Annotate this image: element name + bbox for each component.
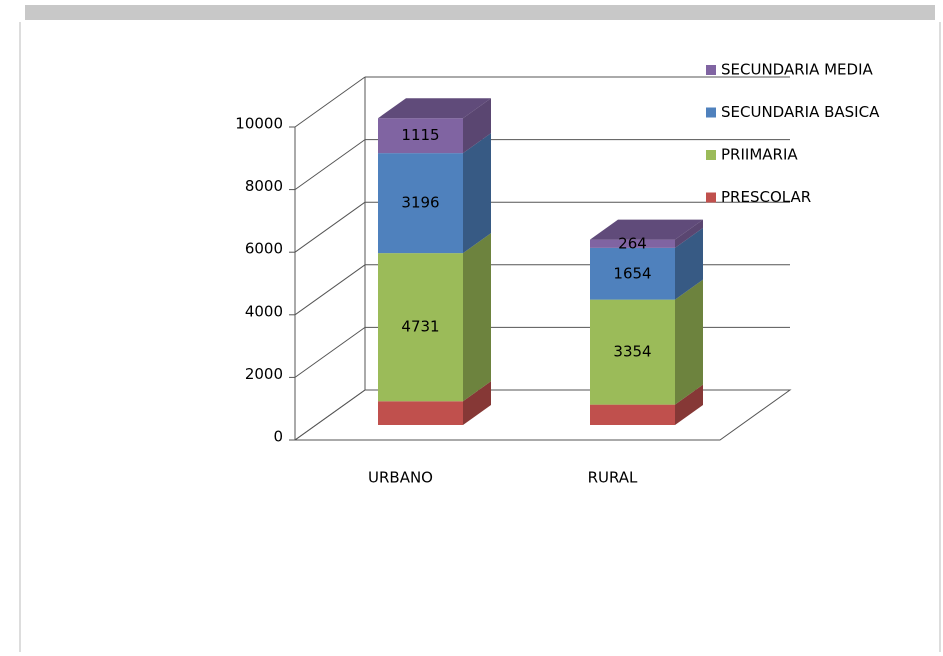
grid-line — [294, 326, 366, 378]
value-label: 4731 — [401, 318, 439, 336]
bar-front — [590, 404, 675, 425]
y-tick-label: 4000 — [245, 302, 283, 320]
bar-side — [463, 133, 491, 254]
bar-top — [378, 98, 491, 119]
y-tick-label: 2000 — [245, 365, 283, 383]
legend-swatch — [706, 107, 716, 118]
legend-label: PRESCOLAR — [721, 188, 811, 206]
grid-line — [294, 201, 366, 253]
bar-segment — [378, 98, 491, 154]
value-label: 1115 — [401, 126, 439, 144]
bar-front — [378, 118, 463, 154]
bar-segment — [590, 384, 703, 425]
bar-side — [463, 233, 491, 402]
bar-front — [378, 253, 463, 402]
y-tick-label: 8000 — [245, 177, 283, 195]
bar-side — [675, 279, 703, 405]
value-label: 3196 — [401, 194, 439, 212]
bar-side — [675, 384, 703, 425]
value-label: 3354 — [613, 343, 651, 361]
grid-line — [294, 76, 366, 128]
bar-front — [378, 153, 463, 254]
bar-side — [675, 227, 703, 300]
bar-segment — [590, 227, 703, 300]
bar-side — [675, 219, 703, 248]
grid-line — [294, 139, 366, 191]
bar-segment — [590, 219, 703, 248]
x-tick-label: RURAL — [588, 469, 638, 487]
bar-front — [590, 239, 675, 248]
legend-swatch — [706, 192, 716, 203]
bar-segment — [378, 233, 491, 402]
y-tick-label: 6000 — [245, 240, 283, 258]
bar-side — [463, 381, 491, 425]
bar-segment — [590, 279, 703, 405]
bar-top — [590, 219, 703, 240]
value-label: 264 — [618, 234, 647, 252]
legend-label: SECUNDARIA MEDIA — [721, 61, 873, 79]
y-tick-label: 0 — [273, 428, 283, 446]
grid-line — [294, 389, 366, 441]
grid-line — [294, 264, 366, 316]
bar-segment — [378, 133, 491, 254]
bar-side — [463, 98, 491, 154]
bar-front — [590, 299, 675, 405]
legend-swatch — [706, 150, 716, 160]
bar-front — [590, 247, 675, 300]
legend-label: PRIIMARIA — [721, 146, 798, 164]
floor — [293, 389, 792, 441]
legend-label: SECUNDARIA BASICA — [721, 103, 880, 121]
top-bar — [25, 5, 935, 20]
value-label: 1654 — [613, 264, 651, 282]
plot: 0 2000 4000 6000 8000 10000 URBANO 4731 3196 1115… — [235, 61, 880, 487]
x-tick-label: URBANO — [368, 469, 433, 487]
bar-front — [378, 401, 463, 425]
legend-swatch — [706, 65, 716, 75]
bar-segment — [378, 381, 491, 425]
y-tick-label: 10000 — [235, 115, 283, 133]
